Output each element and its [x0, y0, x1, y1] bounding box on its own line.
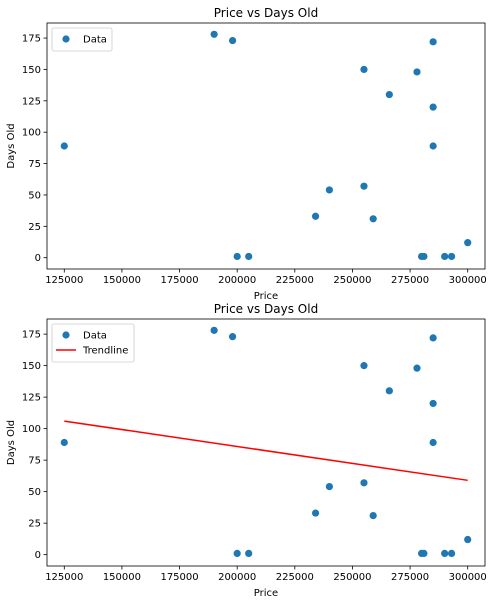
x-tick-label: 125000: [45, 572, 83, 583]
data-point: [441, 549, 449, 557]
data-point: [413, 364, 421, 372]
y-tick-label: 150: [22, 65, 41, 76]
chart-2: Price vs Days Old 125000 150000 175000 20000…: [6, 302, 487, 599]
x-tick-label: 250000: [333, 275, 371, 286]
data-point: [245, 252, 253, 261]
y-tick-label: 150: [22, 361, 41, 372]
data-point: [311, 212, 320, 220]
data-point: [360, 182, 368, 190]
data-point: [228, 36, 237, 45]
chart-title: Price vs Days Old: [214, 302, 318, 316]
y-tick-label: 125: [22, 96, 41, 107]
y-axis-label: Days Old: [6, 123, 17, 168]
y-tick-label: 75: [28, 159, 41, 170]
plot-frame: [46, 22, 486, 270]
y-tick-label: 175: [22, 34, 41, 45]
data-point: [233, 549, 241, 557]
x-tick-label: 225000: [276, 572, 314, 583]
data-point: [385, 387, 393, 395]
data-point: [360, 65, 368, 74]
legend-label: Trendline: [82, 346, 128, 357]
y-axis-label: Days Old: [6, 420, 17, 465]
y-tick-label: 25: [28, 222, 41, 233]
data-point: [429, 399, 437, 408]
data-point: [311, 509, 320, 517]
data-point: [413, 68, 421, 76]
plot-frame: [46, 318, 486, 567]
y-tick-label: 50: [28, 190, 41, 201]
data-point: [210, 30, 218, 38]
y-tick-label: 0: [35, 253, 41, 264]
data-point: [464, 535, 472, 544]
data-point: [369, 215, 377, 223]
x-axis-label: Price: [254, 588, 278, 599]
data-point: [447, 252, 456, 261]
x-tick-label: 175000: [160, 572, 198, 583]
legend: Data Trendline: [51, 323, 135, 363]
x-tick-label: 275000: [391, 275, 429, 286]
trendline: [64, 420, 468, 482]
y-tick-label: 75: [28, 456, 41, 467]
data-point: [325, 186, 333, 194]
x-tick-label: 175000: [160, 275, 198, 286]
data-point: [429, 334, 437, 342]
data-point: [420, 549, 428, 557]
legend-marker: [62, 331, 70, 339]
y-tick-label: 100: [22, 128, 41, 139]
y-tick-label: 100: [22, 424, 41, 435]
data-point: [429, 38, 437, 46]
x-tick-label: 250000: [333, 572, 371, 583]
x-tick-label: 300000: [449, 572, 487, 583]
data-point: [233, 252, 241, 261]
x-tick-label: 150000: [103, 572, 141, 583]
data-point: [429, 142, 437, 150]
legend-marker: [62, 35, 70, 43]
data-point: [429, 103, 437, 111]
y-tick-label: 0: [35, 550, 41, 561]
legend: Data: [51, 27, 113, 52]
data-point: [369, 511, 377, 520]
chart-1: Price vs Days Old 125000 150000 175000 20000…: [6, 6, 487, 302]
data-point: [464, 239, 472, 247]
legend-label: Data: [83, 331, 107, 342]
data-point: [60, 438, 68, 447]
x-tick-label: 275000: [391, 572, 429, 583]
data-point: [420, 252, 428, 261]
x-tick-label: 225000: [276, 275, 314, 286]
x-tick-label: 125000: [45, 275, 83, 286]
x-tick-label: 200000: [218, 572, 256, 583]
data-point: [385, 90, 393, 99]
x-tick-label: 200000: [218, 275, 256, 286]
legend-label: Data: [83, 35, 107, 46]
legend-box: [51, 323, 135, 363]
data-point: [228, 333, 237, 341]
data-point: [360, 362, 368, 370]
x-tick-label: 150000: [103, 275, 141, 286]
chart-title: Price vs Days Old: [214, 6, 318, 20]
y-tick-label: 25: [28, 519, 41, 530]
data-point: [245, 549, 253, 557]
data-point: [429, 438, 437, 447]
y-tick-label: 50: [28, 487, 41, 498]
data-point: [441, 252, 449, 261]
legend-box: [51, 27, 113, 52]
y-tick-label: 175: [22, 330, 41, 341]
data-point: [325, 483, 333, 491]
data-point: [60, 142, 68, 150]
data-point: [360, 479, 368, 487]
x-axis-label: Price: [254, 291, 278, 302]
x-tick-label: 300000: [449, 275, 487, 286]
y-tick-label: 125: [22, 393, 41, 404]
data-point: [210, 326, 218, 334]
data-point: [447, 549, 456, 557]
